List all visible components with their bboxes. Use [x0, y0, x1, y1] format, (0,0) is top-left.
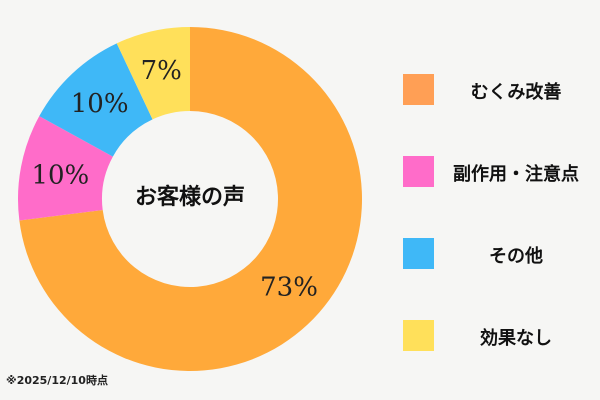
donut-slices — [18, 27, 363, 371]
legend-swatch-no-effect — [403, 320, 434, 351]
legend-item-no-effect: 効果なし — [400, 318, 590, 352]
slice-label-side-effects: 10% — [31, 160, 89, 190]
slice-mukumi — [19, 27, 363, 371]
slice-label-no-effect: 7% — [141, 56, 182, 86]
footnote-date: ※2025/12/10時点 — [6, 374, 108, 387]
donut-chart: 73% 10% 10% 7% お客様の声 — [18, 27, 363, 371]
slice-label-other: 10% — [71, 89, 129, 119]
legend-swatch-mukumi — [403, 74, 434, 105]
chart-center-label: お客様の声 — [135, 184, 245, 210]
slice-other — [39, 43, 153, 157]
legend-label-other: その他 — [489, 246, 543, 267]
slice-side-effects — [18, 116, 113, 221]
slice-no-effect — [116, 27, 190, 120]
slice-labels: 73% 10% 10% 7% — [31, 56, 317, 302]
legend-item-other: その他 — [400, 236, 590, 270]
legend-label-side-effects: 副作用・注意点 — [453, 164, 579, 185]
legend-item-side-effects: 副作用・注意点 — [400, 154, 590, 188]
legend-label-mukumi: むくみ改善 — [470, 82, 562, 103]
legend-item-mukumi: むくみ改善 — [400, 72, 590, 106]
legend-swatch-other — [403, 238, 434, 269]
slice-label-mukumi: 73% — [260, 272, 318, 302]
legend-label-no-effect: 効果なし — [480, 328, 552, 349]
legend: むくみ改善 副作用・注意点 その他 効果なし — [400, 72, 590, 400]
legend-swatch-side-effects — [403, 156, 434, 187]
